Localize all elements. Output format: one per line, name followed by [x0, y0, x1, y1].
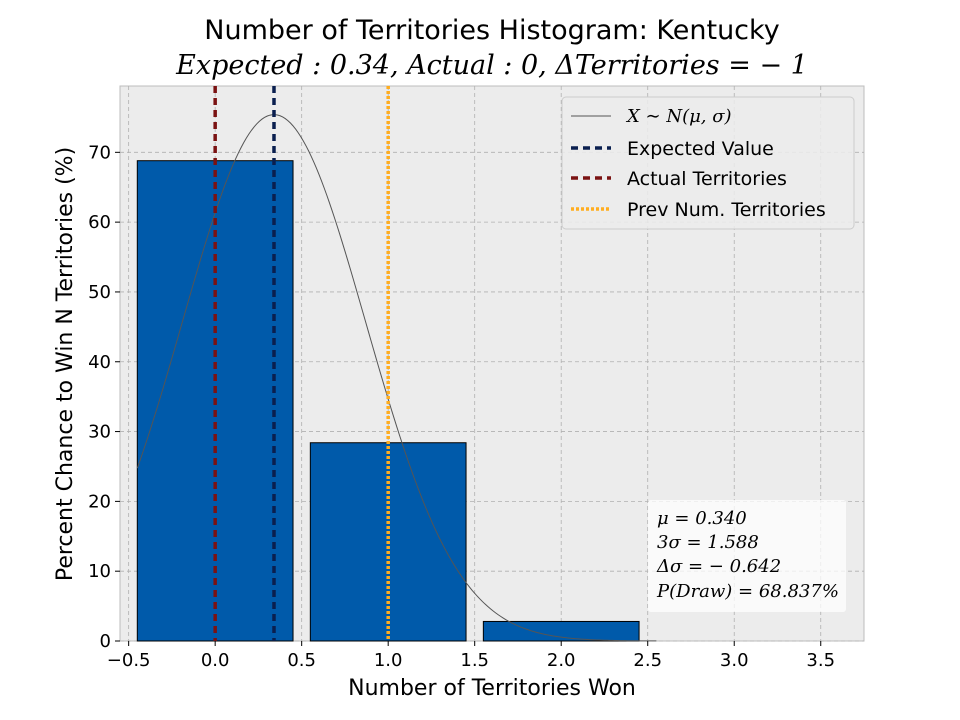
x-axis-ticks: −0.5 0.0 0.5 1.0 1.5 2.0 2.5 3.0 3.5: [107, 641, 835, 671]
stats-box: μ = 0.340 3σ = 1.588 Δσ = − 0.642 P(Draw…: [648, 500, 846, 612]
legend-label-normal: X ∼ N(μ, σ): [625, 106, 732, 127]
y-tick-label-6: 60: [88, 212, 111, 233]
chart-title: Number of Territories Histogram: Kentuck…: [204, 15, 779, 46]
legend-box: [561, 96, 855, 230]
x-tick-label-4: 1.5: [460, 650, 489, 671]
y-tick-label-1: 10: [88, 561, 111, 582]
x-tick-label-0: −0.5: [107, 650, 151, 671]
legend-label-previous: Prev Num. Territories: [627, 199, 826, 221]
histogram-bar-2: [482, 620, 640, 642]
x-axis-label: Number of Territories Won: [348, 676, 636, 701]
y-axis-ticks: 0 10 20 30 40 50 60 70: [88, 142, 120, 652]
y-tick-label-4: 40: [88, 352, 111, 373]
x-tick-label-1: 0.0: [201, 650, 230, 671]
stat-delta-sigma: Δσ = − 0.642: [656, 556, 781, 577]
stat-p-draw: P(Draw) = 68.837%: [656, 581, 839, 602]
normal-curve-layer: [136, 114, 657, 642]
x-tick-label-7: 3.0: [720, 650, 749, 671]
y-axis-label: Percent Chance to Win N Territories (%): [53, 147, 78, 581]
x-tick-label-3: 1.0: [374, 650, 403, 671]
stats-box-background: [648, 500, 846, 612]
y-tick-label-0: 0: [100, 631, 111, 652]
chart-subtitle: Expected : 0.34, Actual : 0, ΔTerritorie…: [175, 50, 808, 81]
x-tick-label-8: 3.5: [806, 650, 835, 671]
legend-label-actual: Actual Territories: [627, 168, 787, 190]
y-tick-label-5: 50: [88, 282, 111, 303]
legend-label-expected: Expected Value: [627, 138, 774, 160]
stat-mu: μ = 0.340: [657, 508, 747, 529]
reference-lines: [213, 86, 390, 641]
x-tick-label-2: 0.5: [287, 650, 316, 671]
y-tick-label-7: 70: [88, 142, 111, 163]
legend: X ∼ N(μ, σ) Expected Value Actual Territ…: [561, 96, 855, 230]
y-tick-label-2: 20: [88, 491, 111, 512]
y-tick-label-3: 30: [88, 422, 111, 443]
x-tick-label-5: 2.0: [547, 650, 576, 671]
normal-curve: [136, 114, 657, 642]
x-tick-label-6: 2.5: [633, 650, 662, 671]
stat-three-sigma: 3σ = 1.588: [657, 532, 759, 553]
